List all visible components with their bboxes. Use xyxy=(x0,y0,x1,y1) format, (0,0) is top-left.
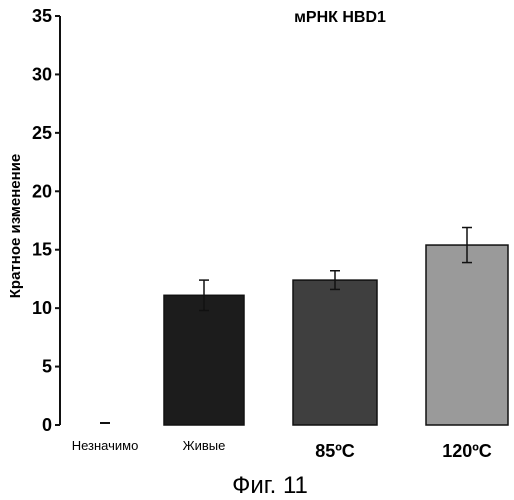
y-tick-label: 20 xyxy=(32,181,52,201)
y-tick-label: 5 xyxy=(42,357,52,377)
x-axis-labels: Незначимо Живые 85ºC 120ºC xyxy=(72,438,492,461)
x-category-label: Незначимо xyxy=(72,438,139,453)
x-category-label: Живые xyxy=(183,438,226,453)
figure-caption: Фиг. 11 xyxy=(232,472,308,499)
y-axis-label: Кратное изменение xyxy=(7,154,24,299)
bars-group xyxy=(100,245,508,425)
chart-title: мРНК HBD1 xyxy=(294,9,386,26)
y-axis-ticks: 0 5 10 15 20 25 30 35 xyxy=(32,6,60,435)
y-tick-label: 30 xyxy=(32,64,52,84)
y-tick-label: 35 xyxy=(32,6,52,26)
y-tick-label: 10 xyxy=(32,298,52,318)
bar xyxy=(164,295,244,425)
y-tick-label: 15 xyxy=(32,240,52,260)
y-tick-label: 25 xyxy=(32,123,52,143)
x-category-label: 85ºC xyxy=(315,441,355,461)
bar xyxy=(426,245,508,425)
y-tick-label: 0 xyxy=(42,415,52,435)
bar xyxy=(293,280,377,425)
x-category-label: 120ºC xyxy=(442,441,492,461)
